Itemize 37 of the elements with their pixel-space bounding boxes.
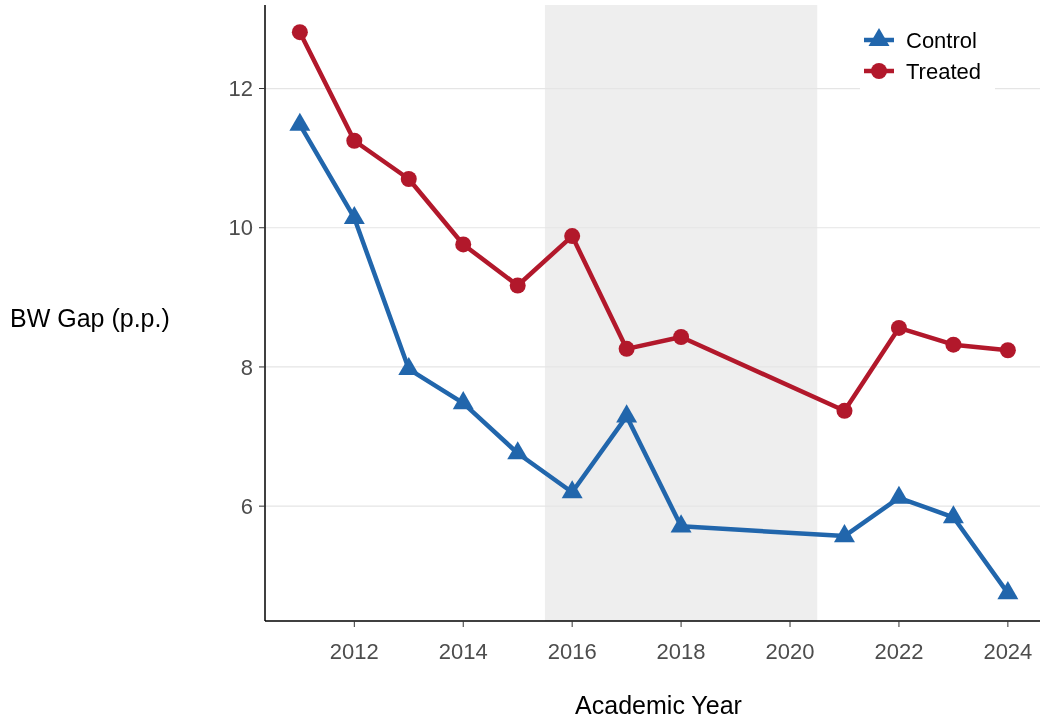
point — [942, 505, 964, 524]
point — [670, 514, 692, 533]
x-axis-title: Academic Year — [575, 691, 742, 719]
legend-label: Treated — [906, 58, 982, 84]
y-tick-label: 8 — [240, 354, 253, 380]
point — [673, 329, 690, 346]
y-tick-label: 12 — [228, 76, 253, 102]
x-tick-label: 2024 — [983, 639, 1033, 664]
y-tick-label: 10 — [228, 215, 253, 241]
point — [400, 171, 417, 188]
x-tick-label: 2020 — [765, 639, 815, 664]
x-tick-label: 2018 — [656, 639, 706, 664]
point — [291, 24, 308, 41]
point — [507, 441, 529, 460]
x-tick-label: 2014 — [438, 639, 488, 664]
point — [452, 391, 474, 410]
point — [564, 228, 581, 245]
point — [346, 132, 363, 149]
point — [836, 402, 853, 419]
x-tick-label: 2012 — [329, 639, 379, 664]
x-tick-label: 2016 — [547, 639, 597, 664]
point — [618, 340, 635, 357]
point — [834, 523, 855, 543]
point — [455, 236, 472, 253]
point — [616, 404, 638, 423]
y-tick-label: 6 — [240, 493, 253, 519]
y-axis-title: BW Gap (p.p.) — [10, 303, 170, 332]
point — [945, 336, 962, 353]
point — [561, 480, 583, 499]
point — [890, 319, 907, 336]
point — [888, 485, 910, 504]
x-tick-label: 2022 — [874, 639, 924, 664]
legend-label: Control — [906, 27, 977, 53]
point — [509, 277, 526, 294]
point — [999, 342, 1016, 359]
point — [997, 581, 1019, 600]
point — [398, 356, 420, 376]
